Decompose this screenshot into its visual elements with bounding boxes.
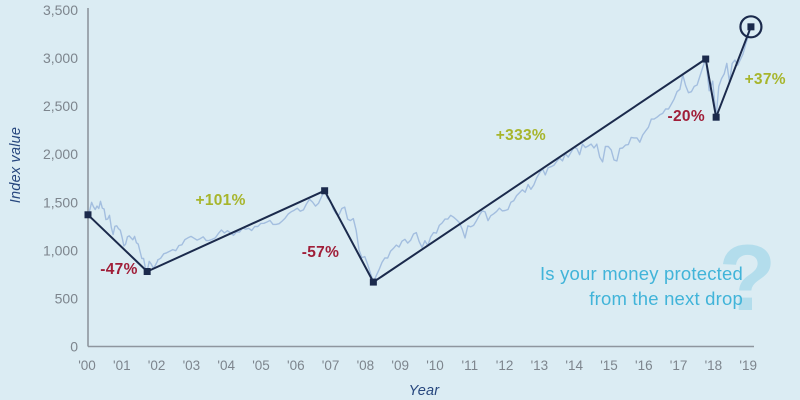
annotation-loss: -47% (100, 261, 137, 278)
x-tick-label: '12 (496, 358, 514, 373)
x-tick-label: '11 (462, 358, 479, 373)
x-tick-label: '19 (739, 358, 757, 373)
x-tick-label: '08 (357, 358, 375, 373)
y-axis-title: Index value (8, 126, 24, 204)
question-callout: Is your money protected from the next dr… (540, 261, 743, 311)
trend-marker (321, 187, 329, 195)
x-tick-label: '06 (287, 358, 305, 373)
endpoint-circle (739, 15, 763, 39)
x-tick-label: '09 (391, 358, 409, 373)
y-tick-label: 1,500 (43, 194, 78, 210)
x-tick-label: '03 (183, 358, 201, 373)
x-tick-label: '13 (531, 358, 549, 373)
trend-line (87, 26, 752, 284)
x-tick-label: '15 (600, 358, 618, 373)
x-tick-label: '14 (565, 358, 583, 373)
annotation-loss: -20% (668, 108, 705, 125)
y-tick-label: 2,500 (43, 98, 78, 114)
y-tick-label: 3,000 (43, 50, 78, 66)
x-tick-label: '01 (113, 358, 131, 373)
x-tick-label: '05 (252, 358, 270, 373)
y-tick-label: 500 (55, 290, 79, 306)
x-tick-label: '00 (78, 358, 96, 373)
y-tick-label: 2,000 (43, 146, 78, 162)
y-tick-label: 1,000 (43, 242, 78, 258)
index-price-line (87, 26, 752, 283)
x-tick-label: '10 (426, 358, 444, 373)
annotation-gain: +333% (496, 127, 546, 144)
x-tick-label: '17 (670, 358, 688, 373)
trend-marker (712, 113, 720, 121)
question-mark-watermark: ? (718, 225, 776, 330)
x-tick-label: '04 (217, 358, 235, 373)
y-tick-label: 0 (70, 339, 78, 355)
question-line-1: Is your money protected (539, 263, 743, 284)
annotation-gain: +101% (195, 192, 245, 209)
y-tick-label: 3,500 (43, 2, 78, 18)
trend-marker (143, 268, 151, 276)
x-axis-title: Year (408, 383, 440, 399)
trend-marker (84, 211, 92, 219)
x-tick-label: '16 (635, 358, 653, 373)
trend-marker (702, 55, 710, 63)
x-tick-label: '18 (705, 358, 723, 373)
question-line-2: from the next drop (589, 288, 743, 309)
x-tick-label: '07 (322, 358, 340, 373)
x-tick-label: '02 (148, 358, 166, 373)
annotation-loss: -57% (302, 244, 339, 261)
trend-marker (369, 278, 377, 286)
annotation-gain: +37% (745, 71, 786, 88)
trend-marker (747, 23, 755, 31)
